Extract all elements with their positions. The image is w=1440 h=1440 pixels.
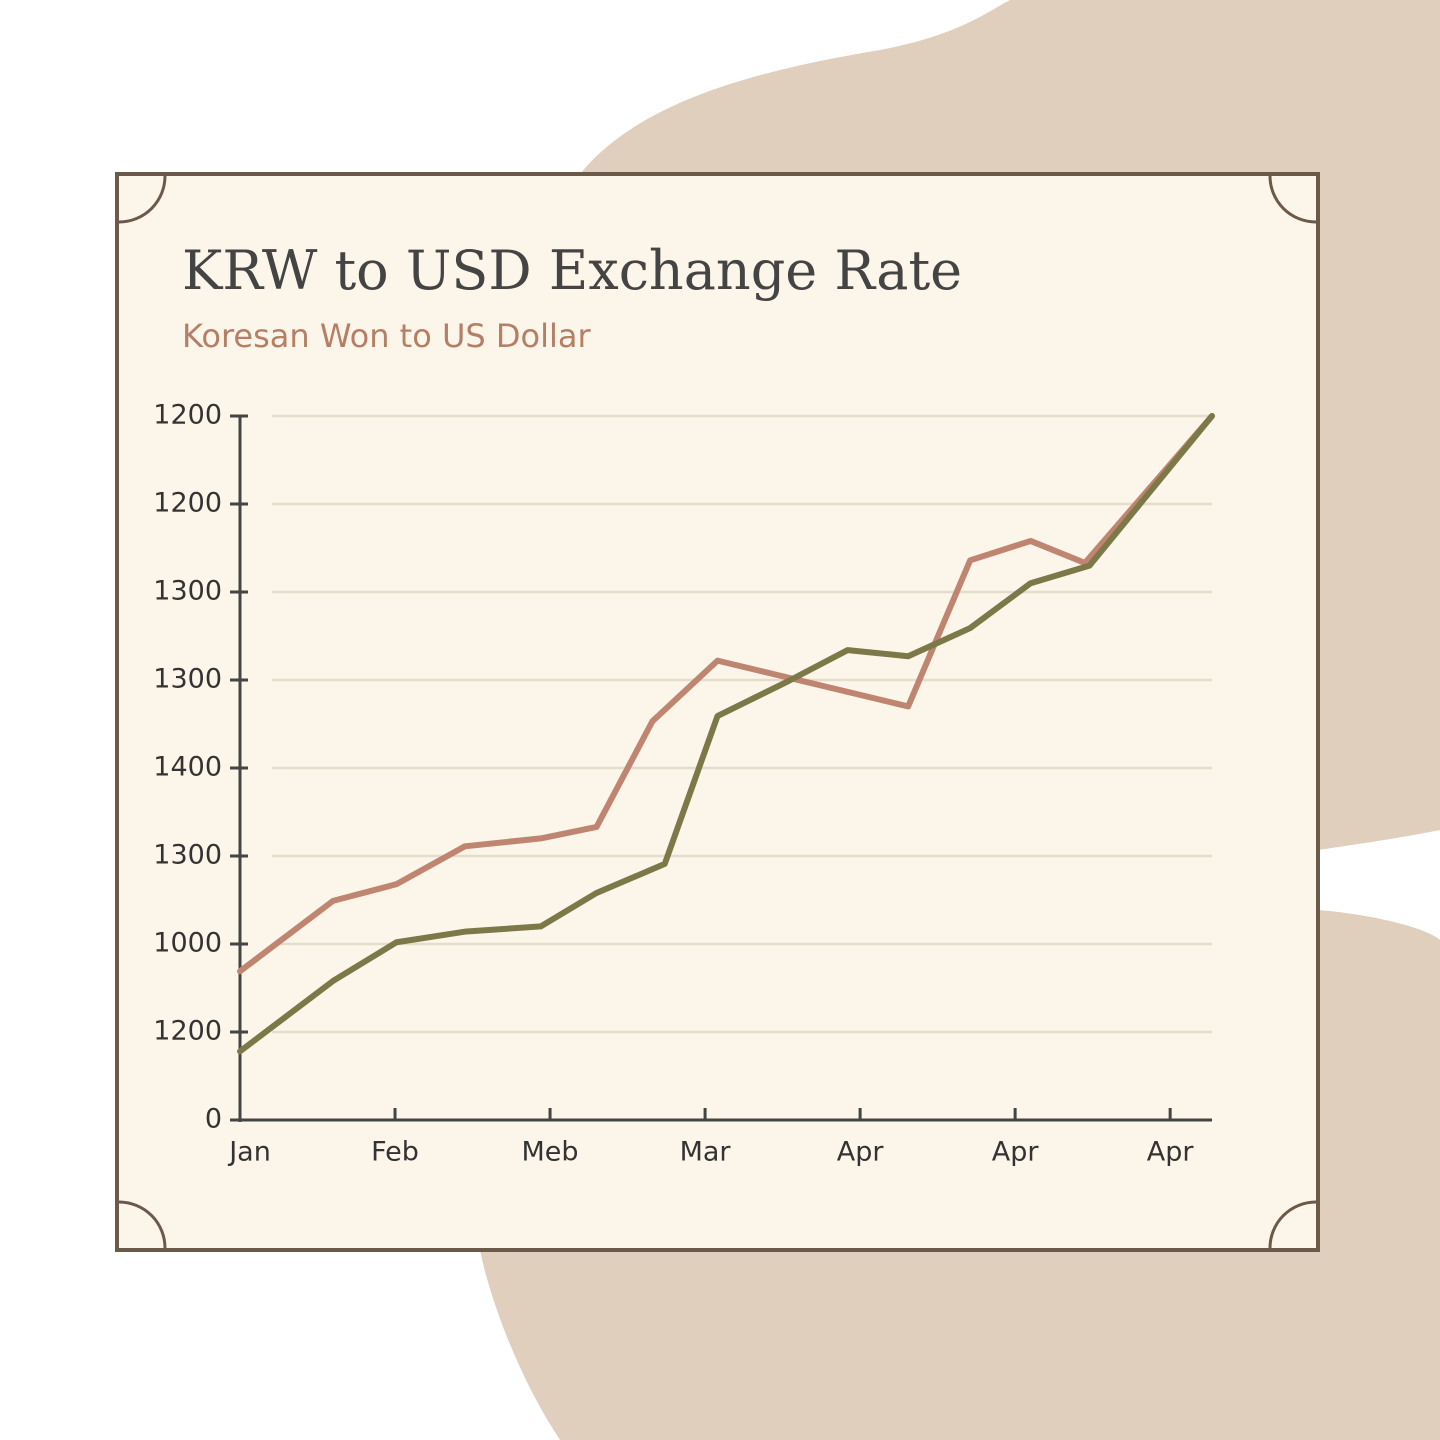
x-tick-label: Apr — [837, 1137, 885, 1168]
y-tick-label: 1400 — [153, 752, 222, 783]
y-tick-label: 1200 — [153, 400, 222, 431]
background-blob — [580, 0, 1440, 850]
y-tick-label: 0 — [205, 1104, 222, 1135]
x-tick-label: Apr — [992, 1137, 1040, 1168]
chart-title: KRW to USD Exchange Rate — [182, 239, 962, 302]
x-tick-label: Mar — [680, 1137, 732, 1168]
x-tick-label: Apr — [1147, 1137, 1195, 1168]
y-tick-label: 1300 — [153, 576, 222, 607]
y-tick-label: 1200 — [153, 488, 222, 519]
y-tick-label: 1200 — [153, 1016, 222, 1047]
x-tick-label: Feb — [371, 1137, 419, 1168]
corner-ornaments — [118, 175, 1317, 1249]
x-tick-label: Meb — [522, 1137, 579, 1168]
line-series — [237, 413, 1215, 975]
background-blob — [480, 910, 1440, 1440]
y-tick-label: 1000 — [153, 928, 222, 959]
chart-subtitle: Koresan Won to US Dollar — [182, 317, 591, 355]
card — [115, 172, 1320, 1252]
line-series — [237, 413, 1215, 1055]
x-tick-label: Jan — [227, 1137, 271, 1168]
y-tick-label: 1300 — [153, 840, 222, 871]
y-tick-label: 1300 — [153, 664, 222, 695]
